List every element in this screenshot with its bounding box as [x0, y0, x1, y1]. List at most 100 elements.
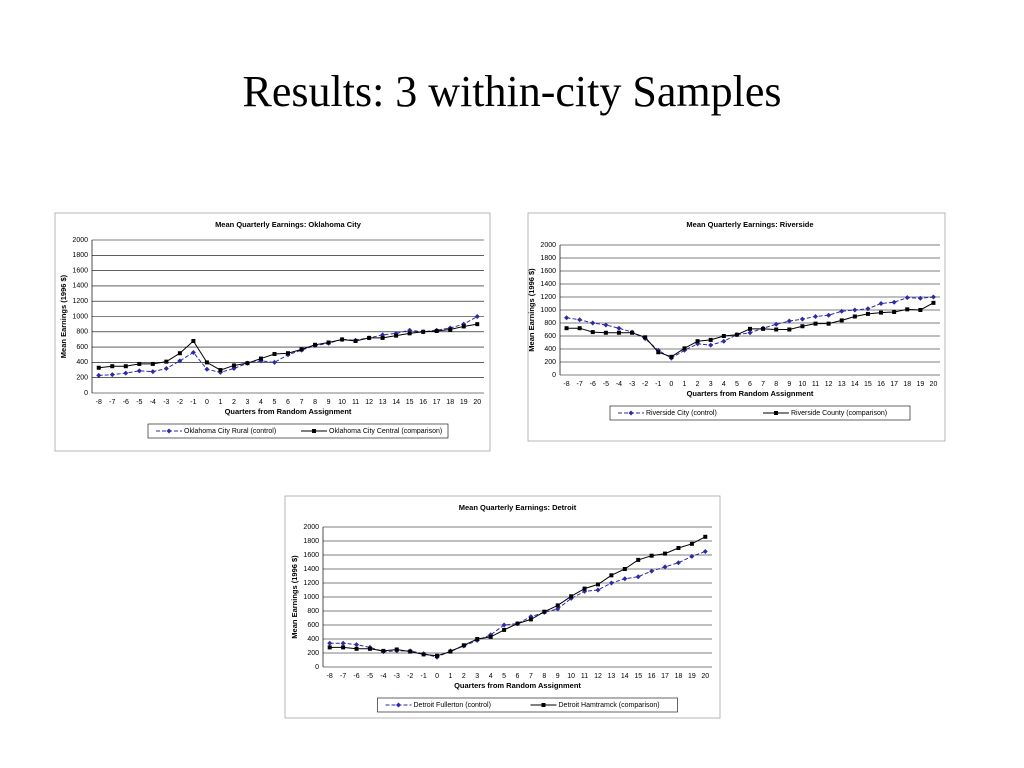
- x-tick-label: 13: [838, 381, 846, 388]
- y-tick-label: 1200: [540, 294, 556, 301]
- x-tick-label: -2: [407, 673, 413, 680]
- point: [258, 356, 263, 361]
- x-tick-label: 8: [774, 381, 778, 388]
- point: [799, 316, 805, 322]
- point: [123, 370, 129, 376]
- point: [96, 372, 102, 378]
- chart-title: Mean Quarterly Earnings: Oklahoma City: [215, 220, 362, 229]
- x-tick-label: 7: [300, 399, 304, 406]
- point: [515, 621, 520, 626]
- point: [595, 582, 600, 587]
- point: [643, 335, 648, 340]
- point: [891, 299, 897, 305]
- x-tick-label: 4: [722, 381, 726, 388]
- point: [555, 603, 560, 608]
- legend-box: [609, 405, 911, 421]
- legend-box: [147, 423, 449, 439]
- x-tick-label: 6: [286, 399, 290, 406]
- point: [448, 327, 453, 332]
- x-tick-label: 9: [787, 381, 791, 388]
- point: [656, 350, 661, 355]
- y-tick-label: 1200: [303, 580, 319, 587]
- x-tick-label: 19: [688, 673, 696, 680]
- y-tick-label: 1600: [303, 552, 319, 559]
- x-tick-label: -3: [394, 673, 400, 680]
- x-tick-label: 3: [245, 399, 249, 406]
- point: [110, 364, 115, 369]
- x-tick-label: 0: [205, 399, 209, 406]
- y-tick-label: 200: [307, 650, 319, 657]
- point: [340, 640, 346, 646]
- x-tick-label: 17: [890, 381, 898, 388]
- x-tick-label: 0: [669, 381, 673, 388]
- x-tick-label: -8: [563, 381, 569, 388]
- x-tick-label: 0: [435, 673, 439, 680]
- x-tick-label: 9: [327, 399, 331, 406]
- legend-marker: [312, 429, 316, 433]
- point: [421, 652, 426, 657]
- point: [421, 329, 426, 334]
- legend-marker: [396, 702, 401, 708]
- point: [408, 649, 413, 654]
- x-tick-label: -5: [367, 673, 373, 680]
- point: [747, 330, 753, 336]
- point: [852, 307, 858, 313]
- x-tick-label: 8: [542, 673, 546, 680]
- x-tick-label: -4: [150, 399, 156, 406]
- y-tick-label: 1000: [540, 307, 556, 314]
- x-tick-label: 18: [446, 399, 454, 406]
- point: [475, 637, 480, 641]
- point: [271, 359, 277, 365]
- x-tick-label: -6: [353, 673, 359, 680]
- x-tick-label: 20: [473, 399, 481, 406]
- x-tick-label: 5: [273, 399, 277, 406]
- point: [231, 363, 236, 368]
- x-tick-label: 5: [735, 381, 739, 388]
- x-tick-label: 8: [313, 399, 317, 406]
- y-tick-label: 0: [315, 664, 319, 671]
- x-tick-label: 1: [448, 673, 452, 680]
- x-tick-label: 2: [696, 381, 700, 388]
- y-tick-label: 1600: [72, 267, 88, 274]
- point: [461, 324, 466, 329]
- point: [748, 326, 752, 331]
- point: [603, 330, 608, 335]
- point: [839, 308, 845, 314]
- point: [865, 311, 870, 316]
- chart-title: Mean Quarterly Earnings: Detroit: [459, 503, 577, 512]
- point: [564, 326, 569, 331]
- x-tick-label: 3: [475, 673, 479, 680]
- point: [662, 564, 668, 570]
- y-tick-label: 600: [307, 622, 319, 629]
- point: [603, 322, 609, 328]
- x-tick-label: -2: [177, 399, 183, 406]
- legend-label: Oklahoma City Central (comparison): [329, 428, 442, 435]
- point: [299, 347, 304, 352]
- point: [813, 321, 818, 326]
- point: [689, 553, 695, 559]
- point: [177, 358, 183, 364]
- x-tick-label: 20: [930, 381, 938, 388]
- point: [150, 361, 155, 366]
- point: [327, 640, 333, 646]
- point: [501, 622, 507, 628]
- chart-title: Mean Quarterly Earnings: Riverside: [686, 220, 813, 229]
- point: [786, 318, 792, 324]
- x-tick-label: -1: [420, 673, 426, 680]
- point: [204, 360, 209, 365]
- point: [569, 594, 574, 599]
- y-tick-label: 0: [552, 372, 556, 379]
- point: [708, 337, 713, 342]
- point: [649, 568, 655, 574]
- point: [761, 326, 766, 331]
- x-tick-label: 12: [825, 381, 833, 388]
- point: [577, 317, 583, 323]
- point: [163, 366, 169, 372]
- x-tick-label: 9: [556, 673, 560, 680]
- x-tick-label: 2: [462, 673, 466, 680]
- point: [367, 335, 372, 340]
- point: [669, 354, 674, 359]
- point: [394, 647, 399, 652]
- point: [787, 327, 792, 332]
- point: [675, 560, 681, 566]
